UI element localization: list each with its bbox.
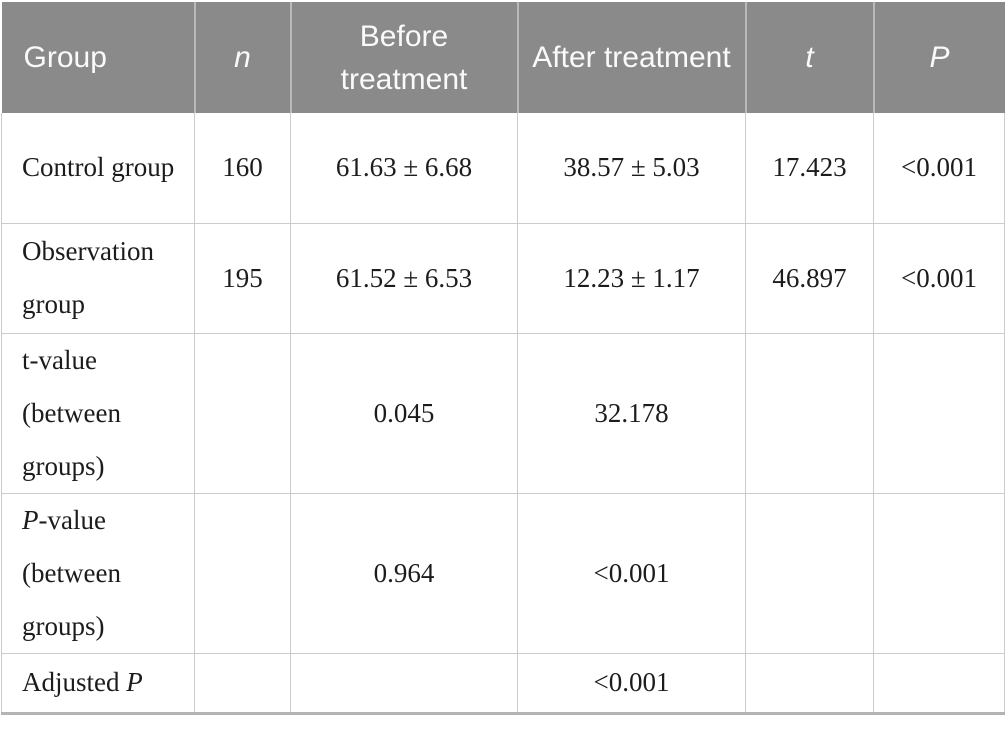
cell-after: 38.57 ± 5.03 bbox=[517, 113, 746, 224]
cell-text: After treatment bbox=[532, 41, 731, 74]
cell-after: <0.001 bbox=[517, 492, 746, 654]
cell-text: Adjusted bbox=[22, 667, 127, 697]
row-label-control-group: Control group bbox=[1, 113, 195, 224]
row-label-adjusted-p: Adjusted P bbox=[1, 652, 195, 714]
cell-text: <0.001 bbox=[901, 262, 977, 293]
column-header-group: Group bbox=[1, 2, 195, 113]
cell-t: 46.897 bbox=[745, 222, 874, 334]
table-row: Adjusted P <0.001 bbox=[1, 652, 1005, 714]
column-header-p: P bbox=[872, 2, 1005, 113]
cell-after: 12.23 ± 1.17 bbox=[517, 222, 746, 334]
cell-text: -value (between groups) bbox=[22, 504, 121, 641]
cell-text: <0.001 bbox=[593, 667, 670, 697]
table-body: Control group 160 61.63 ± 6.68 38.57 ± 5.03… bbox=[1, 113, 1005, 714]
cell-n bbox=[194, 332, 291, 494]
table-row: t-value (between groups) 0.045 32.178 bbox=[1, 332, 1005, 494]
row-label-t-value-between-groups: t-value (between groups) bbox=[1, 332, 195, 494]
cell-text: 195 bbox=[222, 262, 263, 293]
table-row: Control group 160 61.63 ± 6.68 38.57 ± 5.03… bbox=[1, 113, 1005, 224]
row-label-observation-group: Observation group bbox=[1, 222, 195, 334]
cell-n bbox=[194, 652, 291, 714]
cell-before: 61.63 ± 6.68 bbox=[290, 113, 518, 224]
cell-n: 195 bbox=[194, 222, 291, 334]
cell-text: P bbox=[22, 504, 39, 535]
cell-text: <0.001 bbox=[901, 152, 977, 183]
cell-text: P bbox=[126, 667, 143, 697]
cell-after: 32.178 bbox=[517, 332, 746, 494]
cell-after: <0.001 bbox=[517, 652, 746, 714]
cell-t bbox=[745, 332, 874, 494]
cell-text: Before treatment bbox=[340, 19, 468, 96]
cell-text: t-value (between groups) bbox=[22, 344, 121, 481]
cell-text: 46.897 bbox=[772, 262, 847, 293]
cell-text: 12.23 ± 1.17 bbox=[563, 262, 700, 293]
cell-t bbox=[745, 492, 874, 654]
cell-n bbox=[194, 492, 291, 654]
cell-p bbox=[873, 332, 1005, 494]
cell-text: 38.57 ± 5.03 bbox=[563, 152, 700, 183]
cell-p: <0.001 bbox=[873, 222, 1005, 334]
cell-text: n bbox=[234, 41, 251, 74]
cell-text: Group bbox=[23, 41, 107, 74]
cell-text: 61.52 ± 6.53 bbox=[335, 262, 473, 293]
statistics-table: Group n Before treatment After treatment t P … bbox=[1, 2, 1005, 715]
cell-text: t bbox=[805, 41, 814, 74]
cell-before: 0.045 bbox=[290, 332, 518, 494]
cell-text: Control group bbox=[22, 152, 175, 183]
cell-text: 32.178 bbox=[594, 397, 669, 428]
cell-text: 17.423 bbox=[772, 152, 847, 183]
cell-before bbox=[290, 652, 518, 714]
cell-before: 61.52 ± 6.53 bbox=[290, 222, 518, 334]
cell-p bbox=[873, 492, 1005, 654]
cell-text: 160 bbox=[222, 152, 263, 183]
cell-p bbox=[873, 652, 1005, 714]
cell-text: 0.964 bbox=[373, 557, 435, 588]
cell-text: 0.045 bbox=[373, 397, 435, 428]
column-header-before-treatment: Before treatment bbox=[289, 2, 518, 113]
column-header-t: t bbox=[744, 2, 874, 113]
cell-text: P bbox=[929, 41, 950, 74]
cell-before: 0.964 bbox=[290, 492, 518, 654]
table-row: Observation group 195 61.52 ± 6.53 12.23 ± … bbox=[1, 222, 1005, 334]
cell-text: Observation group bbox=[22, 236, 154, 319]
column-header-after-treatment: After treatment bbox=[516, 2, 746, 113]
cell-n: 160 bbox=[194, 113, 291, 224]
cell-t: 17.423 bbox=[745, 113, 874, 224]
table-row: P-value (between groups) 0.964 <0.001 bbox=[1, 492, 1005, 654]
column-header-n: n bbox=[193, 2, 291, 113]
cell-t bbox=[745, 652, 874, 714]
row-label-p-value-between-groups: P-value (between groups) bbox=[1, 492, 195, 654]
cell-text: <0.001 bbox=[593, 557, 670, 588]
table-header-row: Group n Before treatment After treatment t P bbox=[1, 2, 1005, 113]
cell-text: 61.63 ± 6.68 bbox=[335, 152, 473, 183]
cell-p: <0.001 bbox=[873, 113, 1005, 224]
